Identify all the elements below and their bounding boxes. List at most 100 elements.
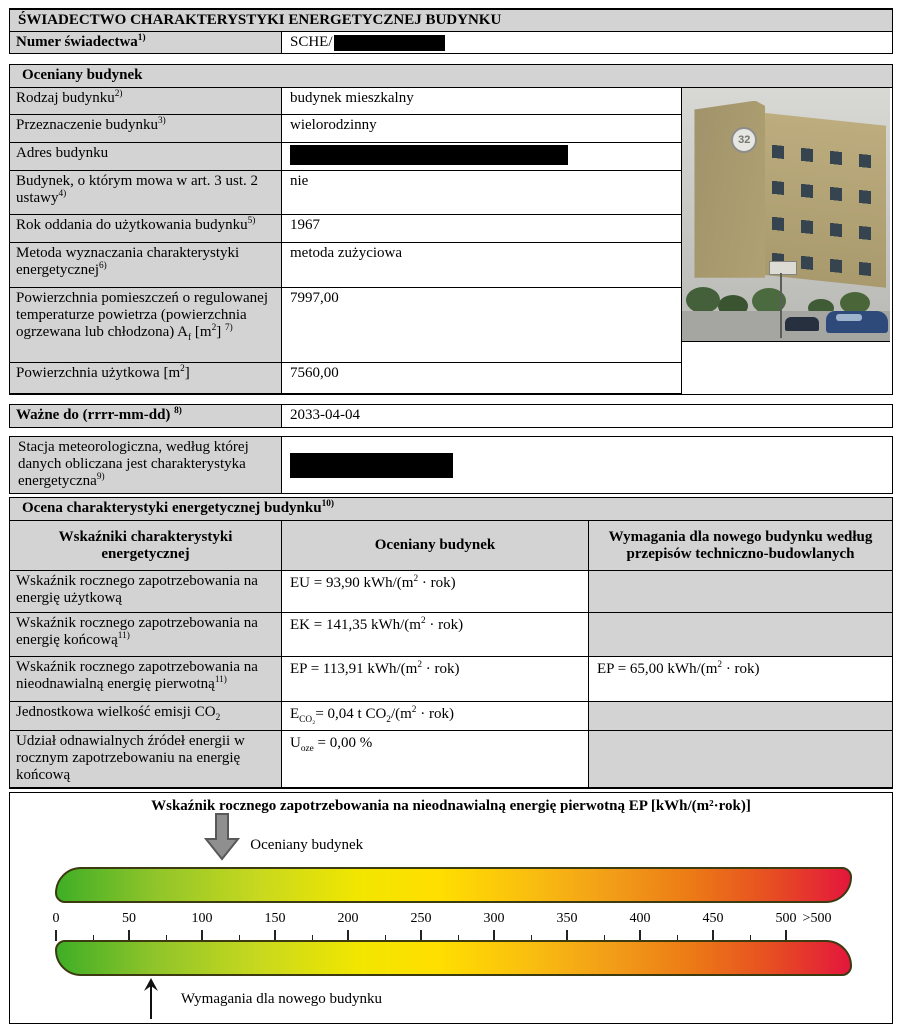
scale-tick-minor bbox=[457, 935, 459, 941]
scale-tick-label: 250 bbox=[410, 911, 432, 926]
scale-tick-minor bbox=[92, 935, 94, 941]
scale-tick-major bbox=[785, 930, 787, 941]
section-header-building: Oceniany budynek bbox=[9, 64, 893, 88]
building-row-label: Powierzchnia użytkowa [m2] bbox=[10, 363, 282, 394]
indicator-value-requirement bbox=[589, 571, 892, 613]
energy-scale-bar-top bbox=[55, 867, 852, 903]
building-row-value: wielorodzinny bbox=[282, 115, 682, 143]
scale-tick-minor bbox=[238, 935, 240, 941]
weather-station-value bbox=[282, 437, 892, 493]
indicator-value-requirement bbox=[589, 613, 892, 657]
section-header-assessment: Ocena charakterystyki energetycznej budy… bbox=[9, 497, 893, 521]
building-photo-cell: 32 bbox=[682, 88, 892, 394]
indicator-label: Wskaźnik rocznego zapotrzebowania na ene… bbox=[10, 613, 282, 657]
building-row-value: 7997,00 bbox=[282, 288, 682, 363]
indicator-value-requirement: EP = 65,00 kWh/(m2 · rok) bbox=[589, 657, 892, 702]
document-title: ŚWIADECTWO CHARAKTERYSTYKI ENERGETYCZNEJ… bbox=[9, 8, 893, 32]
scale-tick-label: 350 bbox=[556, 911, 578, 926]
hedge-greenery bbox=[686, 287, 721, 314]
energy-scale-bar-bottom bbox=[55, 940, 852, 976]
building-photo: 32 bbox=[682, 88, 890, 342]
scale-tick-label: >500 bbox=[802, 911, 832, 926]
building-number-badge: 32 bbox=[731, 127, 758, 154]
parked-car-blue bbox=[825, 311, 888, 334]
chart-title: Wskaźnik rocznego zapotrzebowania na nie… bbox=[151, 798, 751, 814]
building-row-label: Budynek, o którym mowa w art. 3 ust. 2 u… bbox=[10, 171, 282, 215]
building-row-value: 7560,00 bbox=[282, 363, 682, 394]
street-sign bbox=[769, 261, 798, 276]
assessed-building-arrow-label: Oceniany budynek bbox=[250, 837, 364, 853]
indicator-value-assessed: EU = 93,90 kWh/(m2 · rok) bbox=[282, 571, 589, 613]
indicators-column-header: Wskaźniki charakterystyki energetycznej bbox=[10, 521, 282, 571]
certificate-number-label: Numer świadectwa1) bbox=[10, 32, 282, 53]
scale-tick-major bbox=[712, 930, 714, 941]
ep-scale-chart: Wskaźnik rocznego zapotrzebowania na nie… bbox=[9, 792, 893, 1024]
assessed-building-arrow-icon bbox=[204, 813, 241, 861]
redaction-box bbox=[290, 145, 568, 165]
valid-until-row: Ważne do (rrrr-mm-dd) 8) 2033-04-04 bbox=[9, 404, 893, 428]
scale-tick-major bbox=[274, 930, 276, 941]
certificate-document: ŚWIADECTWO CHARAKTERYSTYKI ENERGETYCZNEJ… bbox=[9, 8, 893, 1024]
certificate-number-row: Numer świadectwa1) SCHE/ bbox=[9, 32, 893, 54]
scale-tick-label: 500 bbox=[775, 911, 797, 926]
valid-until-value: 2033-04-04 bbox=[282, 405, 892, 427]
building-row-value: nie bbox=[282, 171, 682, 215]
valid-until-label: Ważne do (rrrr-mm-dd) 8) bbox=[10, 405, 282, 427]
building-row-label: Powierzchnia pomieszczeń o regulowanej t… bbox=[10, 288, 282, 363]
redaction-box bbox=[333, 34, 445, 51]
scale-tick-label: 400 bbox=[629, 911, 651, 926]
indicators-table: Wskaźniki charakterystyki energetycznej O… bbox=[9, 521, 893, 789]
scale-tick-minor bbox=[530, 935, 532, 941]
indicator-value-requirement bbox=[589, 702, 892, 731]
building-row-label: Adres budynku bbox=[10, 143, 282, 171]
parked-car-dark bbox=[785, 316, 820, 331]
certificate-number-value: SCHE/ bbox=[282, 32, 892, 53]
weather-station-label: Stacja meteorologiczna, według której da… bbox=[10, 437, 282, 493]
scale-tick-label: 300 bbox=[483, 911, 505, 926]
indicators-column-header: Wymagania dla nowego budynku według prze… bbox=[589, 521, 892, 571]
scale-tick-label: 450 bbox=[702, 911, 724, 926]
scale-tick-minor bbox=[311, 935, 313, 941]
scale-tick-major bbox=[128, 930, 130, 941]
scale-tick-label: 0 bbox=[52, 911, 60, 926]
scale-tick-major bbox=[347, 930, 349, 941]
building-windows bbox=[772, 126, 881, 278]
building-row-label: Przeznaczenie budynku3) bbox=[10, 115, 282, 143]
indicator-value-assessed: EK = 141,35 kWh/(m2 · rok) bbox=[282, 613, 589, 657]
weather-station-row: Stacja meteorologiczna, według której da… bbox=[9, 436, 893, 494]
indicator-label: Wskaźnik rocznego zapotrzebowania na nie… bbox=[10, 657, 282, 702]
scale-tick-minor bbox=[165, 935, 167, 941]
indicator-value-assessed: Uoze = 0,00 % bbox=[282, 731, 589, 788]
scale-tick-label: 150 bbox=[264, 911, 286, 926]
redaction-box bbox=[290, 453, 453, 478]
scale-tick-minor bbox=[676, 935, 678, 941]
scale-tick-label: 50 bbox=[122, 911, 136, 926]
building-row-label: Metoda wyznaczania charakterystyki energ… bbox=[10, 243, 282, 288]
building-row-value: budynek mieszkalny bbox=[282, 88, 682, 115]
building-gable-wall: 32 bbox=[694, 100, 766, 278]
scale-tick-label: 200 bbox=[337, 911, 359, 926]
building-row-value: metoda zużyciowa bbox=[282, 243, 682, 288]
indicator-label: Udział odnawialnych źródeł energii w roc… bbox=[10, 731, 282, 788]
scale-tick-minor bbox=[603, 935, 605, 941]
indicators-column-header: Oceniany budynek bbox=[282, 521, 589, 571]
scale-tick-major bbox=[420, 930, 422, 941]
sign-pole bbox=[779, 272, 782, 339]
scale-tick-major bbox=[55, 930, 57, 941]
building-row-label: Rok oddania do użytkowania budynku5) bbox=[10, 215, 282, 243]
scale-tick-minor bbox=[384, 935, 386, 941]
scale-tick-major bbox=[493, 930, 495, 941]
new-building-requirement-arrow-label: Wymagania dla nowego budynku bbox=[180, 991, 383, 1007]
scale-tick-minor bbox=[749, 935, 751, 941]
building-table: 32 Rodzaj budynku2) budynek mieszkalny Prz… bbox=[9, 88, 893, 395]
indicator-value-assessed: ECO₂= 0,04 t CO2/(m2 · rok) bbox=[282, 702, 589, 731]
indicator-label: Wskaźnik rocznego zapotrzebowania na ene… bbox=[10, 571, 282, 613]
building-row-value bbox=[282, 143, 682, 171]
scale-tick-major bbox=[201, 930, 203, 941]
scale-tick-major bbox=[639, 930, 641, 941]
scale-tick-label: 100 bbox=[191, 911, 213, 926]
scale-tick-major bbox=[566, 930, 568, 941]
building-row-label: Rodzaj budynku2) bbox=[10, 88, 282, 115]
building-row-value: 1967 bbox=[282, 215, 682, 243]
indicator-label: Jednostkowa wielkość emisji CO2 bbox=[10, 702, 282, 731]
